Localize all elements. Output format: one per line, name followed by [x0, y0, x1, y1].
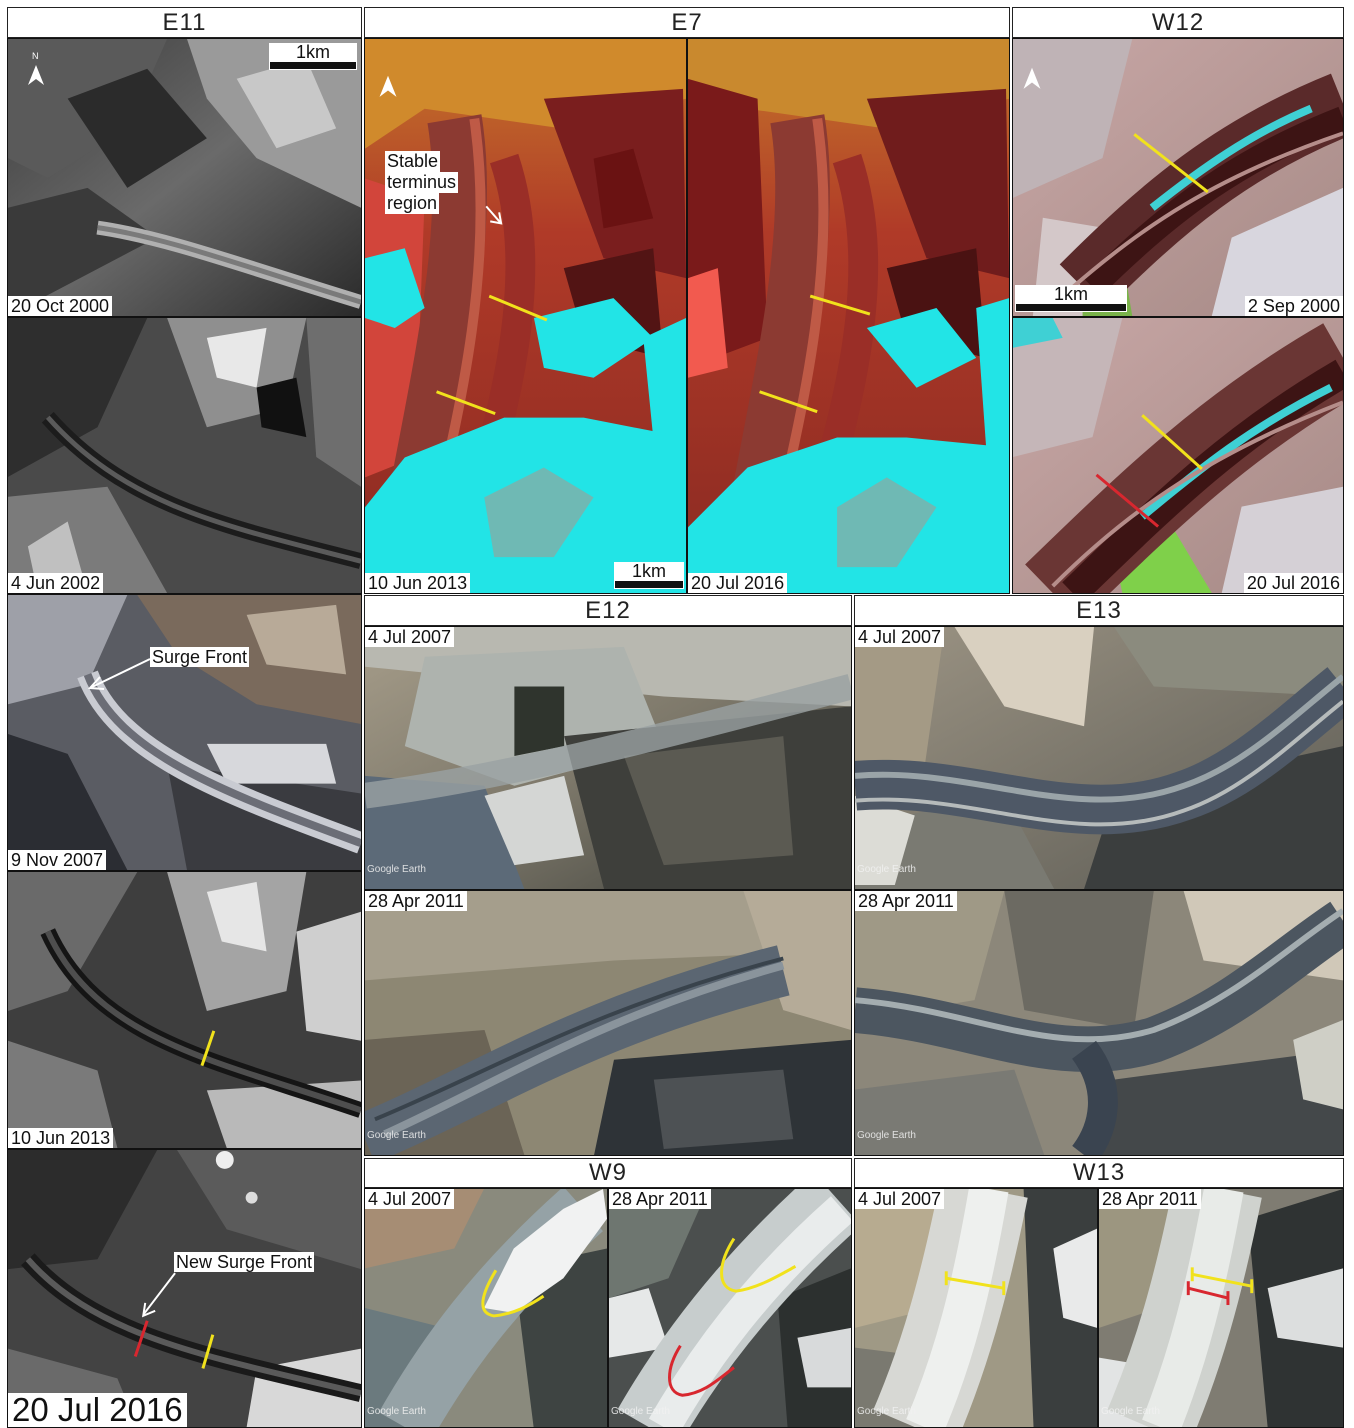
header-w13: W13: [854, 1158, 1344, 1188]
e11-image-2002: 4 Jun 2002: [7, 317, 362, 594]
scale-bar: 1km: [614, 562, 684, 589]
date-label: 28 Apr 2011: [365, 891, 467, 911]
north-label: N: [32, 51, 39, 61]
date-label: 2 Sep 2000: [1244, 296, 1343, 316]
date-label: 4 Jul 2007: [365, 627, 455, 647]
stable-terminus-line1: Stable: [385, 151, 441, 172]
yellow-marker-line: [1133, 133, 1209, 194]
w9-image-2011: 28 Apr 2011 Google Earth: [608, 1188, 852, 1428]
e13-image-2011: 28 Apr 2011 Google Earth: [854, 890, 1344, 1156]
red-marker-line: [668, 1344, 735, 1397]
yellow-marker-line: [201, 1334, 215, 1369]
header-w12: W12: [1012, 7, 1344, 38]
e7-image-2013: Stable terminus region 10 Jun 2013 1km: [364, 38, 687, 594]
surge-front-label: Surge Front: [150, 647, 250, 667]
scale-bar-graphic: [1015, 303, 1127, 312]
new-surge-front-label: New Surge Front: [174, 1252, 315, 1272]
date-label: 4 Jul 2007: [365, 1189, 455, 1209]
w9-image-2007: 4 Jul 2007 Google Earth: [364, 1188, 608, 1428]
date-label: 20 Jul 2016: [688, 573, 788, 593]
north-arrow-icon: [379, 75, 397, 97]
yellow-marker-line: [481, 1269, 545, 1318]
date-label: 20 Jul 2016: [1243, 573, 1343, 593]
north-arrow-icon: [1023, 67, 1041, 89]
stable-terminus-line2: terminus: [385, 172, 459, 193]
watermark: Google Earth: [367, 864, 426, 875]
stable-terminus-arrow-icon: [485, 205, 501, 223]
watermark: Google Earth: [367, 1406, 426, 1417]
stable-terminus-label: Stable terminus region: [383, 151, 473, 214]
north-arrow-icon: [28, 65, 44, 85]
header-e7: E7: [364, 7, 1010, 38]
yellow-marker-line: [1191, 1272, 1253, 1288]
date-label: 9 Nov 2007: [8, 850, 107, 870]
e13-image-2007: 4 Jul 2007 Google Earth: [854, 626, 1344, 890]
date-label: 28 Apr 2011: [609, 1189, 711, 1209]
red-marker-line: [1187, 1286, 1229, 1300]
date-label: 4 Jul 2007: [855, 1189, 945, 1209]
date-label: 28 Apr 2011: [1099, 1189, 1201, 1209]
date-label: 10 Jun 2013: [365, 573, 471, 593]
date-label: 28 Apr 2011: [855, 891, 957, 911]
watermark: Google Earth: [857, 1406, 916, 1417]
new-surge-front-arrow-icon: [142, 1272, 176, 1316]
scale-bar: 1km: [269, 43, 357, 70]
yellow-marker-line: [436, 390, 496, 416]
watermark: Google Earth: [611, 1406, 670, 1417]
yellow-marker-line: [488, 294, 548, 322]
header-e12: E12: [364, 595, 852, 626]
scale-label: 1km: [614, 562, 684, 580]
e7-image-2016: 20 Jul 2016: [687, 38, 1010, 594]
watermark: Google Earth: [1101, 1406, 1160, 1417]
yellow-marker-line: [200, 1030, 216, 1067]
e11-image-2016: New Surge Front 20 Jul 2016: [7, 1149, 362, 1428]
watermark: Google Earth: [367, 1130, 426, 1141]
w12-image-2016: 20 Jul 2016: [1012, 317, 1344, 594]
stable-terminus-line3: region: [385, 193, 440, 214]
e11-image-2013: 10 Jun 2013: [7, 871, 362, 1149]
yellow-marker-line: [1141, 414, 1203, 471]
header-e11: E11: [7, 7, 362, 38]
date-label: 20 Oct 2000: [8, 296, 113, 316]
e12-image-2007: 4 Jul 2007 Google Earth: [364, 626, 852, 890]
scale-label: 1km: [1015, 285, 1127, 303]
e12-image-2011: 28 Apr 2011 Google Earth: [364, 890, 852, 1156]
red-marker-line: [133, 1320, 149, 1357]
watermark: Google Earth: [857, 864, 916, 875]
yellow-marker-line: [759, 390, 818, 414]
surge-front-arrow-icon: [87, 658, 151, 690]
w13-image-2011: 28 Apr 2011 Google Earth: [1098, 1188, 1344, 1428]
header-w9: W9: [364, 1158, 852, 1188]
scale-bar-graphic: [614, 580, 684, 589]
date-label: 4 Jul 2007: [855, 627, 945, 647]
w12-image-2000: 1km 2 Sep 2000: [1012, 38, 1344, 317]
date-label: 10 Jun 2013: [8, 1128, 114, 1148]
date-label: 4 Jun 2002: [8, 573, 104, 593]
yellow-marker-line: [809, 294, 871, 316]
date-label: 20 Jul 2016: [8, 1393, 187, 1427]
e11-image-2000: 20 Oct 2000 1km N: [7, 38, 362, 317]
w13-image-2007: 4 Jul 2007 Google Earth: [854, 1188, 1098, 1428]
e11-image-2007: 9 Nov 2007 Surge Front: [7, 594, 362, 871]
scale-bar-graphic: [269, 61, 357, 70]
yellow-marker-line: [720, 1237, 797, 1293]
scale-label: 1km: [269, 43, 357, 61]
scale-bar: 1km: [1015, 285, 1127, 312]
watermark: Google Earth: [857, 1130, 916, 1141]
header-e13: E13: [854, 595, 1344, 626]
red-marker-line: [1095, 473, 1160, 528]
yellow-marker-line: [945, 1276, 1005, 1290]
